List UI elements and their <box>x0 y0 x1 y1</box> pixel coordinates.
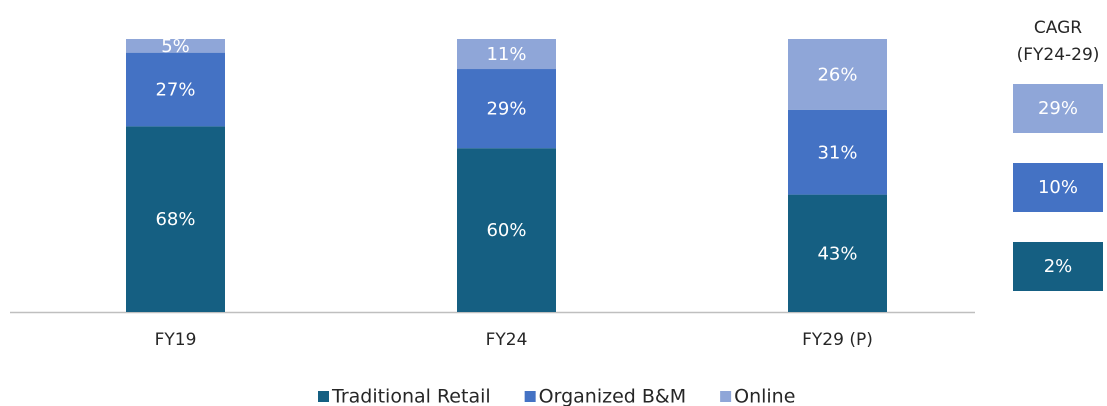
bar-segment <box>126 126 225 312</box>
cagr-box <box>1013 84 1103 133</box>
bar-segment <box>788 194 887 312</box>
data-label: 31% <box>817 142 857 163</box>
legend-text: Online <box>734 386 795 406</box>
legend-swatch <box>524 391 536 402</box>
data-label: 26% <box>817 64 857 85</box>
x-tick-label: FY19 <box>155 330 197 350</box>
data-label: 43% <box>817 243 857 264</box>
bar-segment <box>126 39 225 53</box>
legend-swatch <box>318 391 329 402</box>
data-label: 29% <box>486 99 526 120</box>
legend-text: Traditional Retail <box>331 386 491 406</box>
bar-segment <box>457 69 556 149</box>
cagr-heading: CAGR <box>1034 18 1082 38</box>
data-label: 68% <box>155 209 195 230</box>
data-label: 11% <box>486 44 526 65</box>
bar-segment <box>788 109 887 195</box>
x-tick-label: FY29 (P) <box>802 330 873 350</box>
bar-segment <box>788 39 887 110</box>
bar-segment <box>126 52 225 127</box>
bar-segment <box>457 148 556 312</box>
cagr-box <box>1013 163 1103 212</box>
x-tick-label: FY24 <box>486 330 528 350</box>
data-label: 5% <box>161 36 190 57</box>
bar-segment <box>457 39 556 70</box>
cagr-box <box>1013 242 1103 291</box>
cagr-label: 2% <box>1044 256 1073 277</box>
legend-text: Organized B&M <box>539 386 686 406</box>
data-label: 27% <box>155 80 195 101</box>
legend-swatch <box>720 391 732 402</box>
cagr-heading: (FY24-29) <box>1017 45 1100 65</box>
cagr-label: 29% <box>1038 98 1078 119</box>
cagr-label: 10% <box>1038 177 1078 198</box>
data-label: 60% <box>486 220 526 241</box>
